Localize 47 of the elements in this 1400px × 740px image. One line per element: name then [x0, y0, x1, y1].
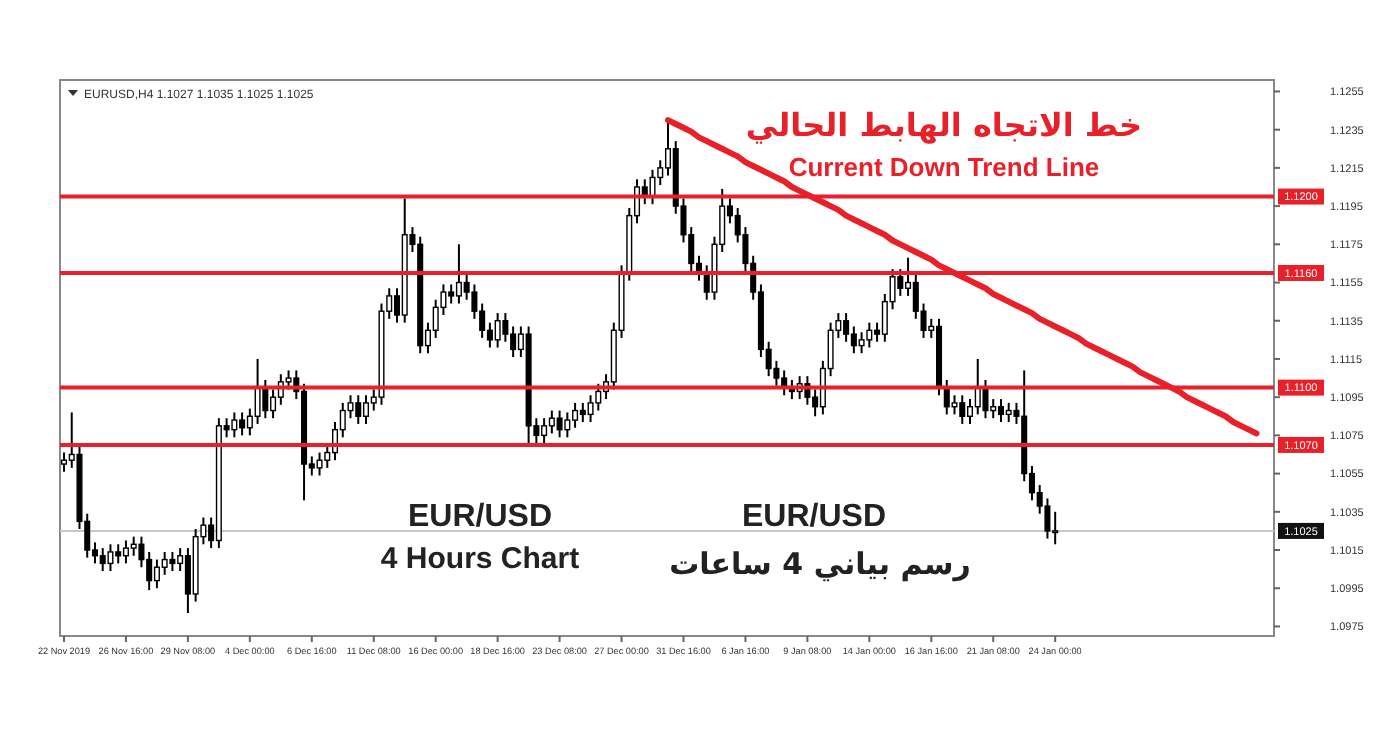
- candlestick: [455, 243, 462, 305]
- candlestick: [122, 539, 129, 565]
- candlestick: [866, 321, 873, 349]
- candlestick: [494, 312, 501, 349]
- candlestick: [572, 401, 579, 429]
- candlestick: [649, 168, 656, 206]
- annotation: EUR/USD: [741, 500, 887, 534]
- candlestick: [153, 558, 160, 590]
- candlestick: [130, 535, 137, 557]
- candlestick: [843, 312, 850, 343]
- candlestick: [1005, 401, 1012, 424]
- candlestick: [502, 312, 509, 343]
- candlestick: [146, 550, 153, 592]
- candlestick: [316, 451, 323, 477]
- candlestick: [541, 417, 548, 445]
- candlestick: [990, 398, 997, 420]
- candlestick: [556, 409, 563, 439]
- candlestick: [564, 411, 571, 439]
- candlestick: [115, 543, 122, 565]
- candlestick: [510, 325, 517, 359]
- annotation: EUR/USD: [407, 500, 553, 534]
- candlestick: [362, 394, 370, 425]
- candlestick: [99, 547, 106, 573]
- annotation: Current Down Trend Line: [788, 152, 1100, 182]
- candlestick: [107, 543, 114, 573]
- candlestick: [897, 268, 904, 297]
- candlestick: [161, 550, 168, 576]
- candlestick: [270, 388, 277, 420]
- candlestick: [1052, 510, 1059, 546]
- candlestick: [239, 411, 246, 437]
- candlestick: [355, 394, 362, 425]
- candlestick: [448, 283, 455, 305]
- candlestick: [966, 398, 974, 425]
- annotation: خط الاتجاه الهابط الحالي: [745, 106, 1143, 144]
- candlestick: [579, 401, 586, 424]
- candlestick: [850, 325, 857, 355]
- candlestick: [231, 411, 238, 439]
- candlestick: [60, 451, 68, 473]
- candlestick: [548, 409, 555, 435]
- candlestick: [997, 398, 1004, 424]
- candlestick: [858, 331, 865, 355]
- candlestick: [254, 357, 261, 425]
- annotation: 4 Hours Chart: [380, 542, 580, 576]
- annotation: رسم بياني 4 ساعات: [669, 546, 971, 582]
- candlestick: [951, 394, 958, 416]
- candlestick: [169, 550, 176, 573]
- candlestick: [959, 394, 966, 425]
